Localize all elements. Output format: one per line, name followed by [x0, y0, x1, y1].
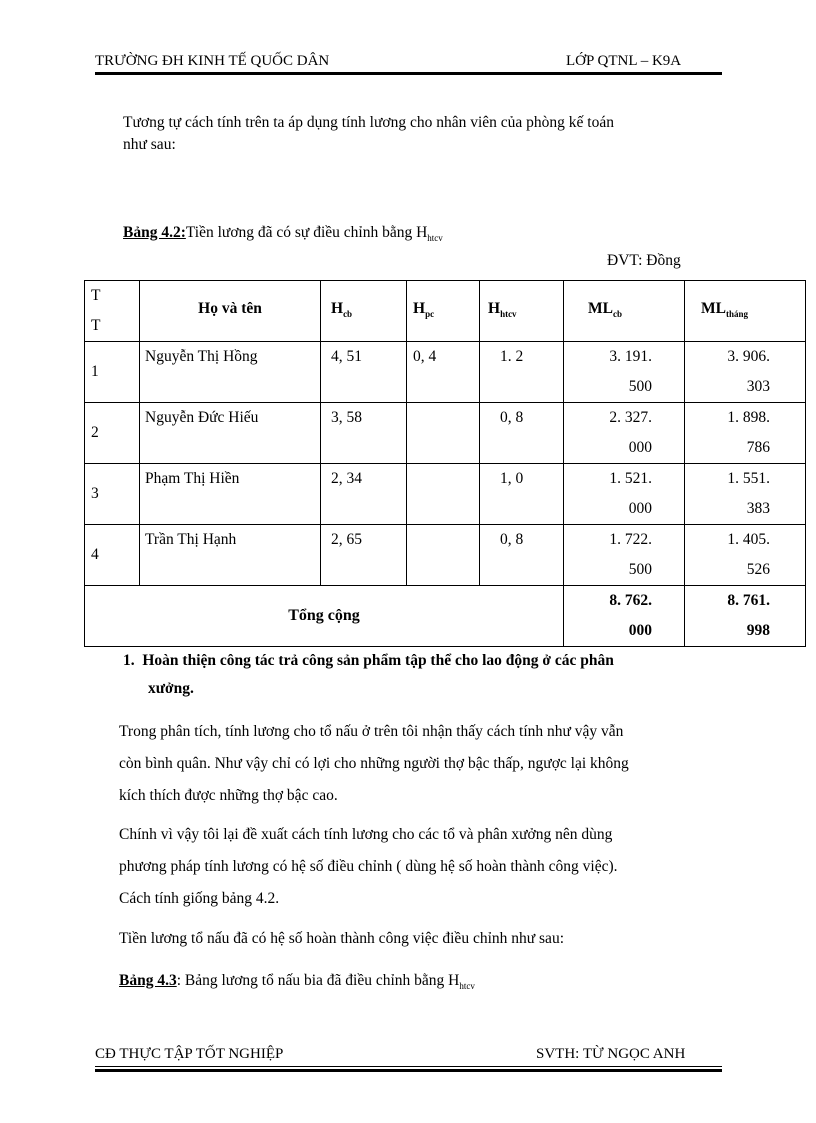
table42-caption: Bảng 4.2:Tiền lương đã có sự điều chỉnh … — [123, 224, 443, 243]
cell-mlcb: 500 — [628, 378, 652, 395]
cell-mlthang: 303 — [746, 378, 770, 395]
header-left: TRƯỜNG ĐH KINH TẾ QUỐC DÂN — [95, 53, 330, 69]
total-row: Tổng cộng 8. 762. 000 8. 761. 998 — [84, 585, 806, 647]
cell-hpc: 0, 4 — [413, 348, 437, 365]
caption-sub: htcv — [427, 233, 443, 244]
caption-text: : Bảng lương tổ nấu bia đã điều chỉnh bằ… — [176, 972, 460, 989]
total-label: Tổng cộng — [84, 585, 564, 647]
cell-tt: 4 — [84, 524, 140, 586]
cell-hpc — [413, 403, 479, 433]
cell-hcb: 4, 51 — [331, 348, 362, 365]
table-row: 2 Nguyễn Đức Hiếu 3, 58 0, 8 2. 327. 000 1. 89… — [84, 402, 806, 464]
header-tt: T — [91, 317, 101, 334]
header-rule — [95, 72, 722, 75]
cell-tt: 3 — [84, 463, 140, 525]
cell-hcb: 3, 58 — [331, 409, 362, 426]
cell-mlcb: 2. 327. — [609, 409, 652, 426]
cell-name: Phạm Thị Hiền — [145, 470, 240, 487]
cell-hcb: 2, 34 — [331, 470, 362, 487]
paragraph-line: kích thích được những thợ bậc cao. — [119, 787, 338, 804]
cell-htcv: 1. 2 — [500, 348, 524, 365]
paragraph-line: Cách tính giống bảng 4.2. — [119, 890, 280, 907]
cell-mlthang: 786 — [746, 439, 770, 456]
header-mlcb: MLcb — [588, 300, 622, 320]
caption-text: Tiền lương đã có sự điều chỉnh bằng H — [185, 224, 428, 241]
cell-hpc — [413, 525, 479, 555]
cell-name: Trần Thị Hạnh — [145, 531, 237, 548]
header-htcv: Hhtcv — [488, 300, 517, 320]
cell-mlcb: 500 — [628, 561, 652, 578]
paragraph-line: phương pháp tính lương có hệ số điều chỉ… — [119, 858, 618, 875]
paragraph-line: Tiền lương tổ nấu đã có hệ số hoàn thành… — [119, 930, 564, 947]
cell-mlcb: 1. 722. — [609, 531, 652, 548]
header-hcb: Hcb — [331, 300, 353, 320]
table-row: 4 Trần Thị Hạnh 2, 65 0, 8 1. 722. 500 1. 405.… — [84, 524, 806, 586]
cell-name: Nguyễn Đức Hiếu — [145, 409, 259, 426]
cell-mlcb: 3. 191. — [609, 348, 652, 365]
cell-mlthang: 526 — [746, 561, 770, 578]
paragraph-line: Trong phân tích, tính lương cho tổ nấu ở… — [119, 723, 624, 740]
total-mlthang: 998 — [746, 622, 770, 639]
section-heading: 1. Hoàn thiện công tác trả công sản phẩm… — [123, 652, 614, 669]
header-right: LỚP QTNL – K9A — [566, 53, 682, 69]
footer-rule — [95, 1069, 722, 1072]
total-mlthang: 8. 761. — [727, 592, 770, 609]
caption-label: Bảng 4.3 — [119, 972, 177, 989]
header-hpc: Hpc — [413, 300, 435, 320]
cell-mlthang: 3. 906. — [727, 348, 770, 365]
footer-left: CĐ THỰC TẬP TỐT NGHIỆP — [95, 1046, 284, 1062]
total-mlcb: 8. 762. — [609, 592, 652, 609]
cell-hcb: 2, 65 — [331, 531, 362, 548]
paragraph-line: còn bình quân. Như vậy chỉ có lợi cho nh… — [119, 755, 629, 772]
cell-mlthang: 1. 898. — [727, 409, 770, 426]
header-tt: T — [91, 287, 101, 304]
paragraph-line: Chính vì vậy tôi lại đề xuất cách tính l… — [119, 826, 613, 843]
cell-mlcb: 1. 521. — [609, 470, 652, 487]
caption-sub: htcv — [459, 981, 475, 992]
caption-label: Bảng 4.2: — [123, 224, 186, 241]
cell-mlthang: 1. 551. — [727, 470, 770, 487]
cell-htcv: 0, 8 — [500, 531, 524, 548]
table-row: 1 Nguyễn Thị Hồng 4, 51 0, 4 1. 2 3. 191. 500 3… — [84, 341, 806, 403]
cell-htcv: 1, 0 — [500, 470, 524, 487]
cell-mlcb: 000 — [628, 439, 652, 456]
cell-name: Nguyễn Thị Hồng — [145, 348, 258, 365]
cell-htcv: 0, 8 — [500, 409, 524, 426]
intro-line: như sau: — [123, 136, 176, 153]
cell-mlcb: 000 — [628, 500, 652, 517]
footer-rule — [95, 1066, 722, 1067]
unit-label: ĐVT: Đồng — [607, 252, 681, 269]
header-name: Họ và tên — [198, 300, 262, 317]
intro-line: Tương tự cách tính trên ta áp dụng tính … — [123, 114, 614, 131]
section-heading-cont: xưởng. — [148, 680, 194, 697]
footer-right: SVTH: TỪ NGỌC ANH — [536, 1046, 686, 1062]
table-row: 3 Phạm Thị Hiền 2, 34 1, 0 1. 521. 000 1. 551.… — [84, 463, 806, 525]
cell-mlthang: 383 — [746, 500, 770, 517]
cell-mlthang: 1. 405. — [727, 531, 770, 548]
cell-tt: 2 — [84, 402, 140, 464]
total-mlcb: 000 — [628, 622, 652, 639]
table43-caption: Bảng 4.3: Bảng lương tổ nấu bia đã điều … — [119, 972, 475, 991]
header-mlthang: MLtháng — [701, 300, 748, 320]
cell-hpc — [413, 464, 479, 494]
cell-tt: 1 — [84, 341, 140, 403]
